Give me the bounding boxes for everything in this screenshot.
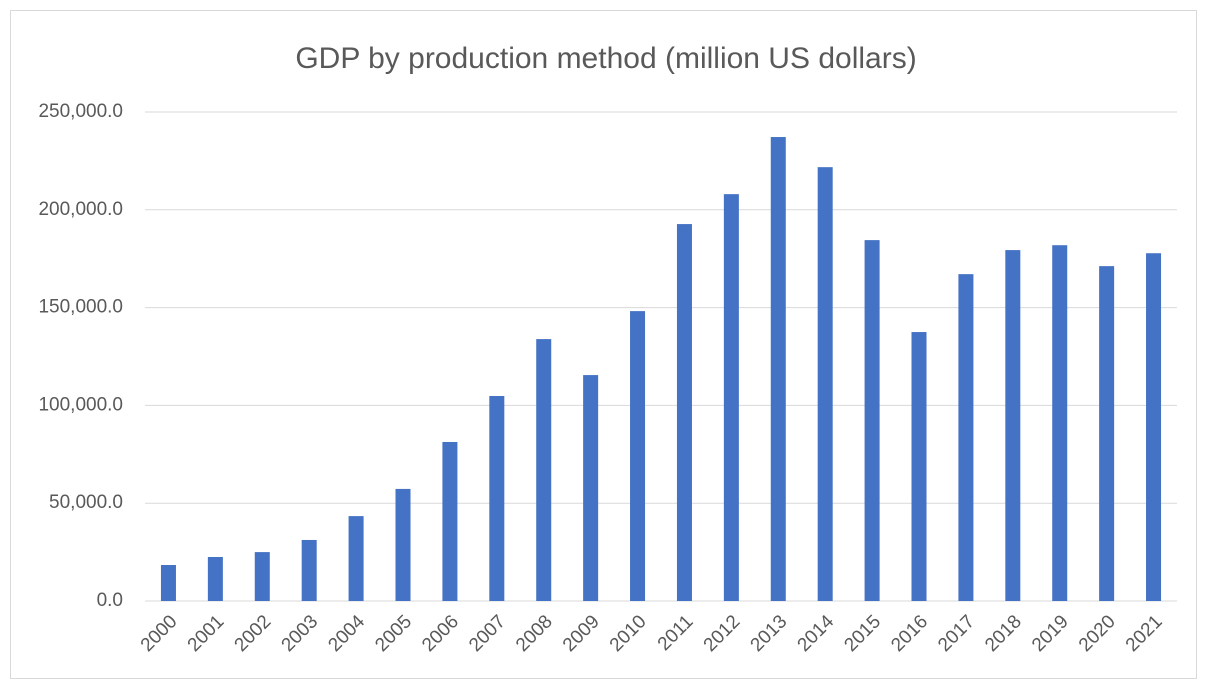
y-tick-label: 150,000.0 [38,297,123,318]
bar [817,167,833,602]
y-tick-label: 50,000.0 [49,492,123,513]
bar [911,332,927,601]
y-tick-label: 250,000.0 [38,101,123,122]
y-tick-label: 200,000.0 [38,199,123,220]
bar [301,539,317,601]
bar [1005,250,1021,601]
bar [583,375,599,601]
bar [254,552,270,601]
bar [864,240,880,602]
bar [348,516,364,601]
bar [723,194,739,602]
y-tick-label: 0.0 [97,590,123,611]
bar [1052,245,1068,601]
bar [489,396,505,601]
bar [676,224,692,601]
bar [1146,253,1162,601]
bar [442,441,458,601]
bar [536,339,552,601]
bar [770,137,786,601]
chart-title: GDP by production method (million US dol… [295,42,916,75]
bar [160,565,176,601]
bar [958,274,974,601]
y-tick-label: 100,000.0 [38,394,123,415]
bar [395,488,411,601]
bar [1099,266,1115,601]
bar [630,311,646,601]
bar [207,556,223,601]
